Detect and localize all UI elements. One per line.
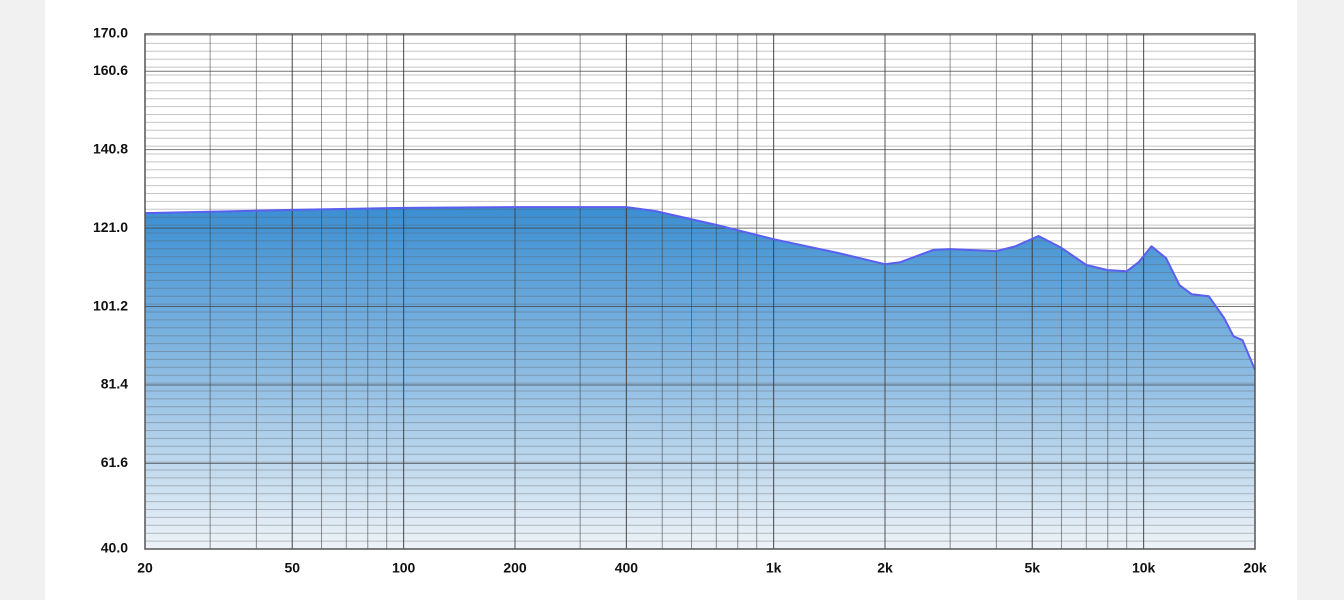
y-tick-label: 101.2 (93, 297, 128, 313)
x-tick-label: 1k (766, 560, 782, 576)
x-tick-label: 10k (1132, 560, 1156, 576)
x-tick-label: 100 (392, 560, 416, 576)
y-tick-label: 121.0 (93, 219, 128, 235)
plot-frame (144, 33, 1256, 550)
x-tick-label: 20 (137, 560, 153, 576)
x-tick-label: 5k (1024, 560, 1040, 576)
x-tick-label: 50 (284, 560, 300, 576)
y-tick-label: 61.6 (101, 454, 128, 470)
line (144, 206, 1256, 371)
x-tick-label: 400 (615, 560, 639, 576)
y-tick-label: 40.0 (101, 540, 128, 556)
y-tick-label: 140.8 (93, 140, 128, 156)
x-tick-label: 2k (877, 560, 893, 576)
x-tick-label: 20k (1243, 560, 1267, 576)
x-tick-label: 200 (503, 560, 527, 576)
y-tick-label: 81.4 (101, 376, 128, 392)
y-tick-label: 160.6 (93, 62, 128, 78)
y-tick-label: 170.0 (93, 25, 128, 41)
